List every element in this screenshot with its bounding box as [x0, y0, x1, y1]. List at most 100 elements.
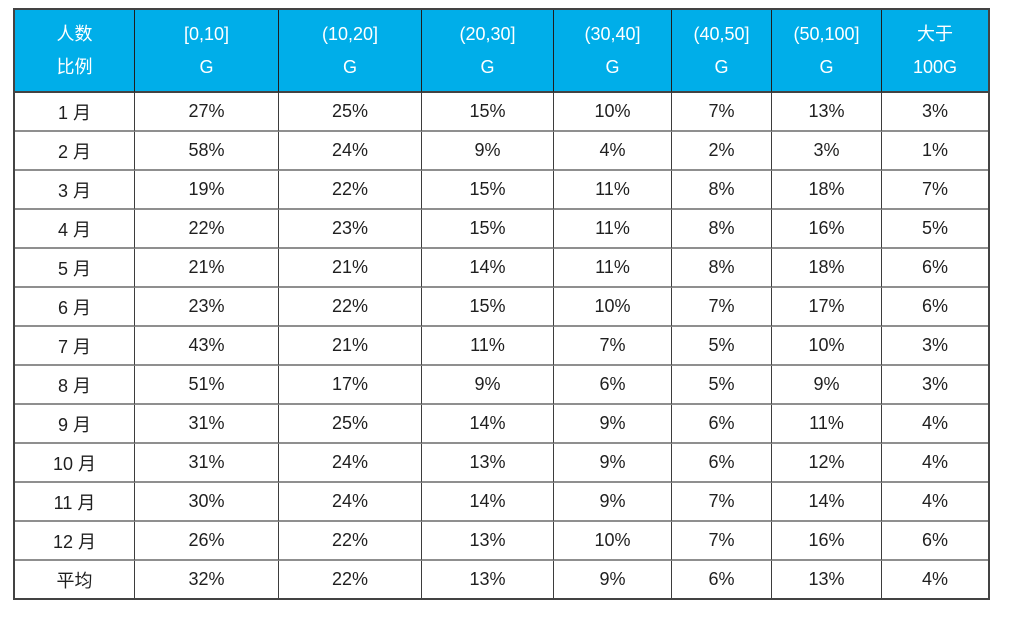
table-body: 1 月 27% 25% 15% 10% 7% 13% 3% 2 月 58% 24% 9% 4% 2% 3% 1…	[15, 93, 988, 598]
header-line: 100G	[912, 56, 958, 77]
value-cell: 27%	[135, 93, 279, 132]
value-cell: 6%	[672, 405, 772, 444]
value-cell: 3%	[772, 132, 882, 171]
corner-header: 人数 比例	[15, 10, 135, 93]
value-cell: 5%	[672, 327, 772, 366]
value-cell: 15%	[422, 93, 554, 132]
table-row: 5 月 21% 21% 14% 11% 8% 18% 6%	[15, 249, 988, 288]
column-header-30-40g: (30,40] G	[554, 10, 672, 93]
row-label-cell: 8 月	[15, 366, 135, 405]
row-label-cell: 3 月	[15, 171, 135, 210]
value-cell: 9%	[772, 366, 882, 405]
value-cell: 24%	[279, 483, 422, 522]
header-line: (50,100]	[793, 23, 860, 44]
value-cell: 10%	[554, 522, 672, 561]
row-label-cell: 10 月	[15, 444, 135, 483]
row-label-cell: 平均	[15, 561, 135, 598]
value-cell: 17%	[279, 366, 422, 405]
value-cell: 18%	[772, 249, 882, 288]
header-row: 人数 比例 [0,10] G (10,20] G (20,30] G (30,4…	[15, 10, 988, 93]
value-cell: 13%	[422, 444, 554, 483]
header-line: G	[714, 56, 729, 77]
value-cell: 7%	[672, 483, 772, 522]
table-row: 11 月 30% 24% 14% 9% 7% 14% 4%	[15, 483, 988, 522]
value-cell: 3%	[882, 93, 988, 132]
value-cell: 22%	[279, 561, 422, 598]
value-cell: 9%	[554, 444, 672, 483]
value-cell: 15%	[422, 171, 554, 210]
value-cell: 11%	[554, 249, 672, 288]
column-header-0-10g: [0,10] G	[135, 10, 279, 93]
value-cell: 6%	[554, 366, 672, 405]
value-cell: 9%	[554, 561, 672, 598]
table-row: 8 月 51% 17% 9% 6% 5% 9% 3%	[15, 366, 988, 405]
header-line: [0,10]	[183, 23, 230, 44]
value-cell: 5%	[882, 210, 988, 249]
value-cell: 7%	[882, 171, 988, 210]
value-cell: 23%	[135, 288, 279, 327]
value-cell: 11%	[772, 405, 882, 444]
row-label-cell: 12 月	[15, 522, 135, 561]
value-cell: 22%	[279, 171, 422, 210]
header-line: 大于	[917, 23, 953, 44]
header-line: G	[480, 56, 495, 77]
value-cell: 8%	[672, 249, 772, 288]
value-cell: 13%	[772, 561, 882, 598]
value-cell: 11%	[422, 327, 554, 366]
header-line: G	[342, 56, 357, 77]
column-header-40-50g: (40,50] G	[672, 10, 772, 93]
value-cell: 43%	[135, 327, 279, 366]
table-row: 平均 32% 22% 13% 9% 6% 13% 4%	[15, 561, 988, 598]
table-row: 9 月 31% 25% 14% 9% 6% 11% 4%	[15, 405, 988, 444]
value-cell: 9%	[422, 132, 554, 171]
value-cell: 7%	[672, 288, 772, 327]
value-cell: 4%	[882, 405, 988, 444]
table-row: 7 月 43% 21% 11% 7% 5% 10% 3%	[15, 327, 988, 366]
value-cell: 21%	[135, 249, 279, 288]
value-cell: 11%	[554, 171, 672, 210]
value-cell: 10%	[554, 288, 672, 327]
value-cell: 15%	[422, 210, 554, 249]
value-cell: 11%	[554, 210, 672, 249]
value-cell: 10%	[554, 93, 672, 132]
value-cell: 7%	[672, 93, 772, 132]
table-row: 6 月 23% 22% 15% 10% 7% 17% 6%	[15, 288, 988, 327]
value-cell: 31%	[135, 405, 279, 444]
value-cell: 6%	[882, 249, 988, 288]
value-cell: 4%	[882, 483, 988, 522]
value-cell: 17%	[772, 288, 882, 327]
value-cell: 13%	[422, 561, 554, 598]
value-cell: 1%	[882, 132, 988, 171]
value-cell: 18%	[772, 171, 882, 210]
value-cell: 6%	[672, 561, 772, 598]
header-line: (10,20]	[321, 23, 379, 44]
value-cell: 19%	[135, 171, 279, 210]
column-header-over-100g: 大于 100G	[882, 10, 988, 93]
value-cell: 4%	[921, 569, 948, 589]
value-cell: 25%	[279, 405, 422, 444]
value-cell: 7%	[554, 327, 672, 366]
value-cell: 16%	[772, 522, 882, 561]
value-cell: 3%	[882, 366, 988, 405]
row-label-cell: 6 月	[15, 288, 135, 327]
monthly-data-usage-distribution-table: 人数 比例 [0,10] G (10,20] G (20,30] G (30,4…	[13, 8, 990, 600]
row-label-cell: 7 月	[15, 327, 135, 366]
value-cell: 6%	[882, 288, 988, 327]
value-cell: 58%	[135, 132, 279, 171]
table-row: 2 月 58% 24% 9% 4% 2% 3% 1%	[15, 132, 988, 171]
value-cell: 21%	[279, 249, 422, 288]
header-line: (40,50]	[693, 23, 750, 44]
value-cell: 10%	[772, 327, 882, 366]
value-cell: 31%	[135, 444, 279, 483]
value-cell: 6%	[882, 522, 988, 561]
value-cell: 32%	[135, 561, 279, 598]
value-cell: 25%	[279, 93, 422, 132]
row-label-cell: 9 月	[15, 405, 135, 444]
table-row: 10 月 31% 24% 13% 9% 6% 12% 4%	[15, 444, 988, 483]
value-cell: 16%	[772, 210, 882, 249]
row-label-cell: 2 月	[15, 132, 135, 171]
value-cell: 4%	[554, 132, 672, 171]
row-label-cell: 11 月	[15, 483, 135, 522]
table-row: 3 月 19% 22% 15% 11% 8% 18% 7%	[15, 171, 988, 210]
